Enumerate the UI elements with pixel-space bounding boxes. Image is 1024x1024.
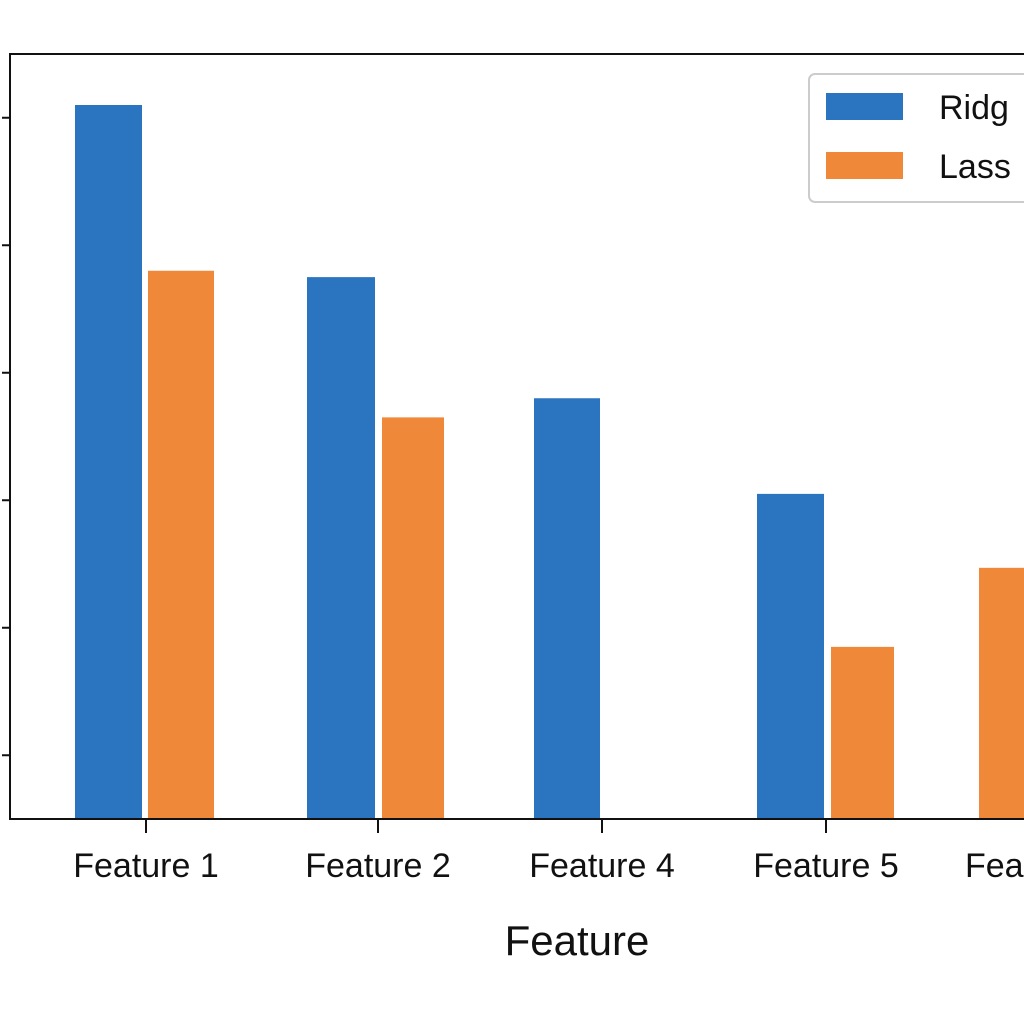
legend-swatch-ridge: [826, 93, 903, 120]
bar-lasso-2: [382, 417, 444, 819]
x-tick-label-2: Feature 2: [305, 847, 451, 885]
x-tick-label-1: Feature 1: [73, 847, 219, 885]
x-tick-label-3: Feature 4: [529, 847, 675, 885]
bar-lasso-1: [148, 270, 214, 819]
x-axis-title: Feature: [505, 917, 650, 964]
bar-ridge-1: [75, 105, 142, 819]
x-tick-label-5: Fea: [965, 847, 1024, 885]
legend-label-ridge: Ridg: [939, 89, 1009, 127]
plot-frame: [9, 53, 1024, 820]
legend-label-lasso: Lass: [939, 148, 1011, 186]
bar-ridge-3: [534, 398, 600, 819]
x-axis-ticks: Feature 1 Feature 2 Feature 4 Feature 5 Fea: [73, 819, 1024, 885]
x-tick-label-4: Feature 5: [753, 847, 899, 885]
legend: Ridg Lass: [808, 73, 1024, 203]
bar-lasso-5: [979, 567, 1024, 819]
bar-ridge-4: [757, 493, 824, 819]
y-axis-ticks: [2, 116, 10, 757]
bars-group: [75, 105, 1024, 819]
bar-lasso-4: [831, 646, 894, 819]
bar-ridge-2: [307, 277, 375, 819]
legend-swatch-lasso: [826, 152, 903, 179]
